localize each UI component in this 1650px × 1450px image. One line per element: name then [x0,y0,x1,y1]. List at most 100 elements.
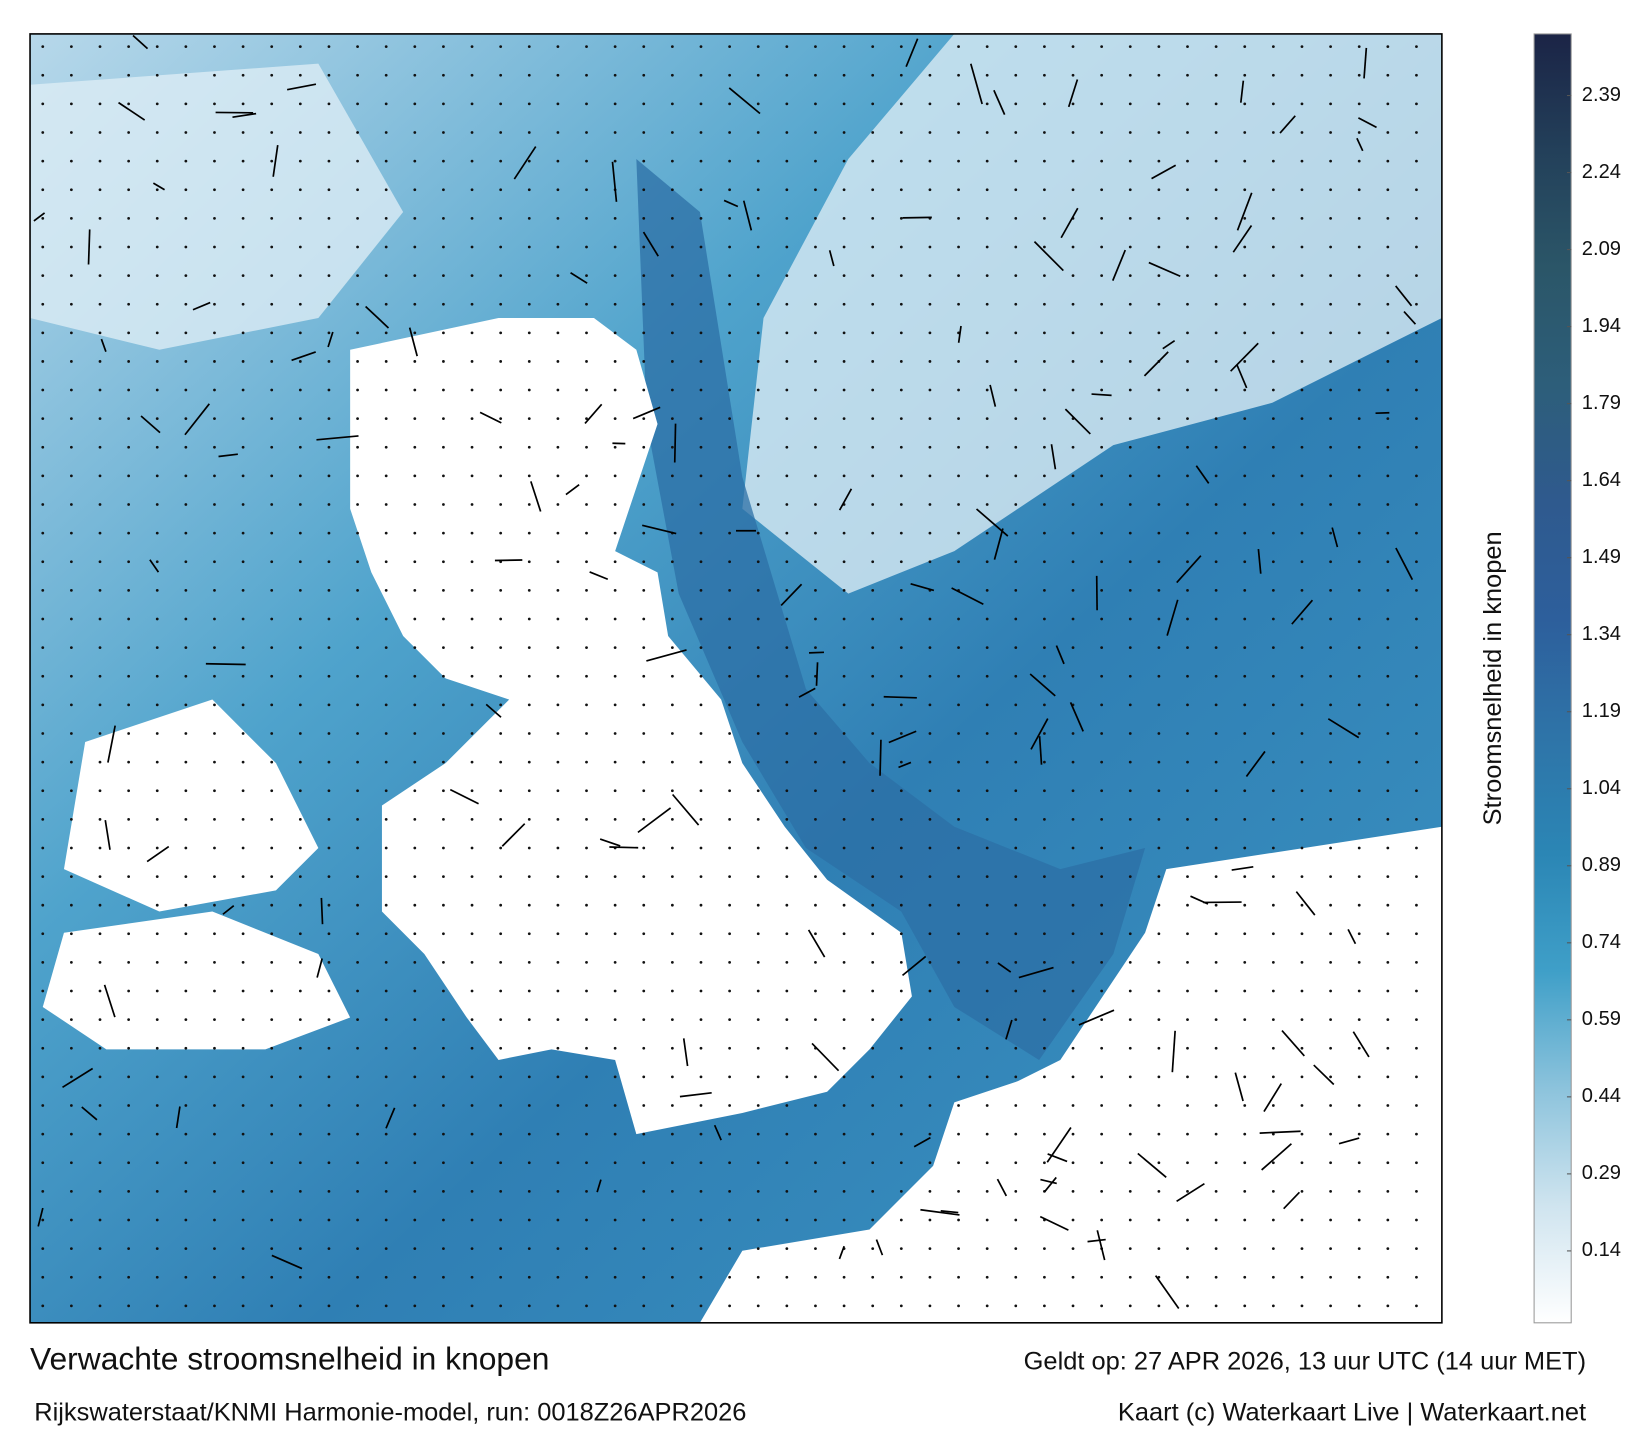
vector-dot [670,102,674,106]
vector-dot [413,302,417,306]
vector-dot [1014,789,1018,793]
vector-dot [413,903,417,907]
vector-dot [728,617,731,621]
vector-dot [527,216,531,220]
vector-dot [871,216,875,220]
vector-dot [499,875,503,878]
vector-dot [413,1161,417,1165]
vector-arrow [62,1067,94,1089]
vector-dot [842,1304,846,1308]
vector-dot [41,1104,45,1107]
vector-dot [184,1275,188,1279]
vector-dot [241,45,245,49]
vector-dot [155,989,159,993]
vector-dot [384,45,388,49]
vector-dot [1357,503,1361,506]
vector-dot [1243,932,1247,936]
vector-dot [1271,360,1275,363]
vector-dot [470,1132,474,1136]
vector-dot [670,646,674,650]
vector-arrow [530,481,542,512]
vector-dot [585,159,588,163]
vector-dot [213,903,216,907]
vector-dot [1386,932,1390,936]
vector-dot [556,989,560,993]
vector-dot [470,73,474,77]
vector-dot [327,589,331,592]
vector-dot [442,989,445,993]
vector-dot [613,216,617,220]
vector-dot [1043,646,1046,650]
vector-dot [585,903,588,907]
vector-dot [756,674,760,678]
vector-arrow [1040,1178,1057,1185]
vector-dot [155,188,159,192]
vector-dot [270,245,274,249]
vector-dot [1329,159,1332,163]
vector-dot [241,903,245,907]
vector-dot [1043,531,1046,535]
vector-dot [356,1247,359,1250]
vector-dot [699,1247,703,1250]
vector-dot [41,617,45,621]
vector-dot [1300,531,1304,535]
vector-dot [1128,589,1132,592]
vector-dot [70,388,73,392]
vector-dot [728,245,731,249]
vector-dot [642,302,646,306]
vector-dot [899,1304,903,1308]
vector-dot [871,159,875,163]
vector-dot [1186,1018,1189,1022]
vector-dot [1271,703,1275,707]
vector-dot [527,474,531,478]
vector-dot [298,932,302,936]
vector-dot [842,417,846,421]
vector-dot [213,1018,216,1022]
vector-dot [213,188,216,192]
vector-dot [1157,932,1161,936]
vector-arrow [485,703,502,718]
vector-dot [871,674,875,678]
vector-dot [728,560,731,564]
vector-dot [1100,732,1104,735]
vector-dot [270,789,274,793]
vector-dot [1128,674,1132,678]
vector-arrow [898,761,912,769]
vector-dot [1100,302,1104,306]
vector-arrow [910,582,935,592]
vector-dot [1071,932,1075,936]
vector-dot [499,1218,503,1222]
vector-dot [1157,961,1161,964]
vector-dot [41,1247,45,1250]
vector-dot [1128,1075,1132,1079]
vector-arrow [408,327,419,357]
vector-dot [442,760,445,764]
vector-dot [1214,1046,1218,1050]
vector-dot [298,73,302,77]
vector-dot [470,445,474,449]
vector-dot [785,131,789,134]
vector-dot [1243,45,1247,49]
vector-dot [899,789,903,793]
vector-dot [270,875,274,878]
vector-dot [356,760,359,764]
vector-dot [298,245,302,249]
vector-dot [871,1132,875,1136]
vector-dot [1186,817,1189,821]
vector-dot [298,388,302,392]
vector-dot [298,989,302,993]
vector-dot [699,846,703,850]
vector-dot [871,73,875,77]
vector-dot [1214,1247,1218,1250]
vector-dot [899,732,903,735]
vector-dot [298,760,302,764]
vector-dot [442,1104,445,1107]
vector-dot [527,846,531,850]
vector-dot [98,1218,102,1222]
vector-dot [1357,961,1361,964]
vector-dot [1157,989,1161,993]
vector-dot [241,102,245,106]
vector-dot [155,302,159,306]
vector-arrow [975,508,1009,537]
